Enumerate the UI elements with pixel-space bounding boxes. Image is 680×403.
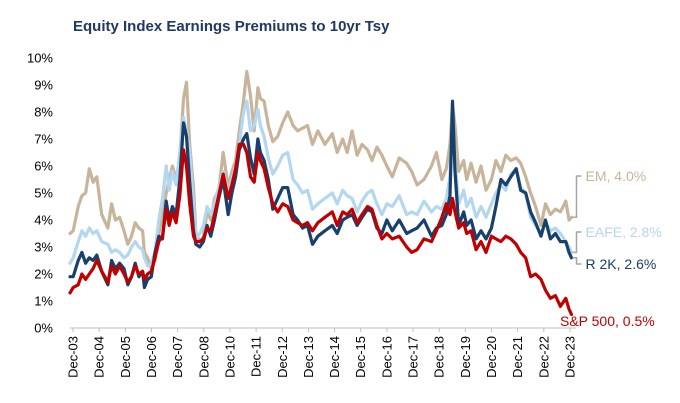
x-tick-label: Dec-03 bbox=[66, 336, 81, 378]
series-line-r-2k bbox=[68, 99, 574, 290]
y-tick-label: 3% bbox=[34, 240, 53, 255]
series-line-s-p-500 bbox=[68, 142, 574, 317]
x-axis-ticks: Dec-03 Dec-04 Dec-05 Dec-06 Dec-07 Dec-08 Dec-… bbox=[66, 328, 578, 378]
series-line-eafe bbox=[68, 99, 574, 268]
y-axis-ticks: 0% 1% 2% 3% 4% 5% 6% 7% 8% 9% 10% bbox=[27, 51, 53, 336]
y-tick-label: 10% bbox=[27, 51, 53, 66]
x-tick-label: Dec-11 bbox=[249, 336, 264, 377]
x-tick-label: Dec-10 bbox=[222, 336, 237, 378]
y-tick-label: 2% bbox=[34, 267, 53, 282]
end-label-em: EM, 4.0% bbox=[586, 168, 647, 184]
y-tick-label: 6% bbox=[34, 159, 53, 174]
x-tick-label: Dec-12 bbox=[275, 336, 290, 378]
x-tick-label: Dec-19 bbox=[458, 336, 473, 378]
end-label-connector bbox=[572, 257, 582, 265]
end-labels: EM, 4.0% EAFE, 2.8% R 2K, 2.6% S&P 500, 0.5… bbox=[560, 168, 662, 329]
x-tick-label: Dec-20 bbox=[484, 336, 499, 378]
y-tick-label: 7% bbox=[34, 132, 53, 147]
x-tick-label: Dec-05 bbox=[118, 336, 133, 378]
x-tick-label: Dec-14 bbox=[327, 336, 342, 378]
x-tick-label: Dec-04 bbox=[92, 336, 107, 378]
x-tick-label: Dec-15 bbox=[353, 336, 368, 378]
end-label-connector bbox=[572, 175, 582, 219]
y-tick-label: 0% bbox=[34, 321, 53, 336]
x-tick-label: Dec-13 bbox=[301, 336, 316, 378]
x-tick-label: Dec-08 bbox=[196, 336, 211, 378]
series-lines bbox=[68, 69, 574, 317]
end-label-r-2k: R 2K, 2.6% bbox=[586, 256, 657, 272]
x-tick-label: Dec-07 bbox=[170, 336, 185, 378]
x-tick-label: Dec-06 bbox=[144, 336, 159, 378]
end-label-eafe: EAFE, 2.8% bbox=[586, 224, 662, 240]
y-tick-label: 5% bbox=[34, 186, 53, 201]
x-tick-label: Dec-17 bbox=[406, 336, 421, 378]
x-tick-label: Dec-22 bbox=[536, 336, 551, 378]
y-tick-label: 4% bbox=[34, 213, 53, 228]
x-tick-label: Dec-18 bbox=[432, 336, 447, 378]
x-tick-label: Dec-21 bbox=[510, 336, 525, 378]
chart-title: Equity Index Earnings Premiums to 10yr T… bbox=[73, 18, 390, 35]
end-label-s-p-500: S&P 500, 0.5% bbox=[560, 313, 655, 329]
x-tick-label: Dec-23 bbox=[563, 336, 578, 378]
end-label-connector bbox=[572, 231, 582, 254]
y-tick-label: 1% bbox=[34, 294, 53, 309]
x-tick-label: Dec-16 bbox=[379, 336, 394, 378]
y-tick-label: 8% bbox=[34, 105, 53, 120]
y-tick-label: 9% bbox=[34, 78, 53, 93]
